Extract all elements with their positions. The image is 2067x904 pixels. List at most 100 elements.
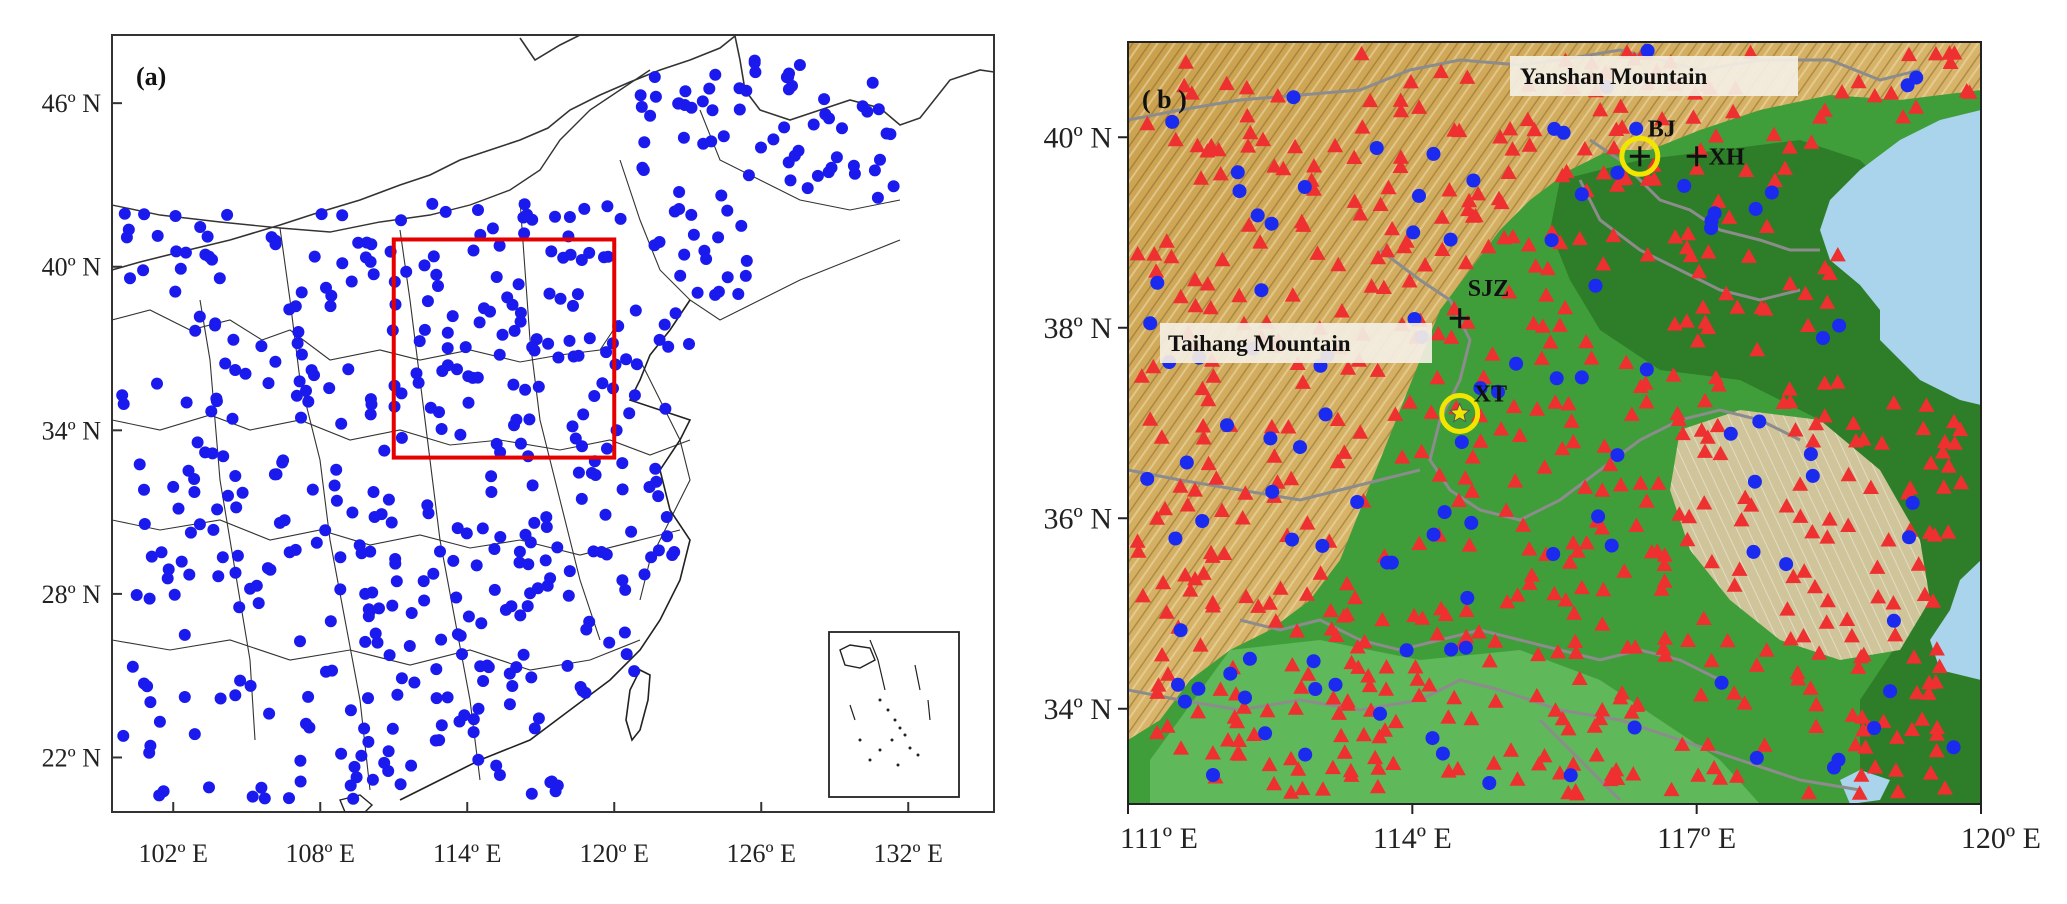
station-dot <box>485 470 498 483</box>
station-triangle <box>1255 131 1271 147</box>
station-triangle <box>1718 285 1735 301</box>
station-dot <box>390 575 403 588</box>
station-dot-b <box>1482 776 1497 790</box>
station-dot <box>157 785 170 798</box>
station-triangle <box>1380 179 1397 195</box>
station-triangle <box>1331 705 1347 720</box>
station-dot <box>576 440 588 453</box>
station-triangle <box>1821 265 1838 280</box>
station-dot <box>324 300 337 313</box>
station-triangle <box>1566 605 1583 620</box>
station-dot-b <box>1426 527 1441 542</box>
station-triangle <box>1953 474 1970 490</box>
station-dot <box>662 340 675 353</box>
station-triangle <box>1667 229 1684 244</box>
station-triangle <box>1560 396 1577 411</box>
station-dot-b <box>1747 474 1762 489</box>
station-dot <box>141 680 154 693</box>
station-triangle <box>1742 44 1759 60</box>
station-dot <box>666 549 679 561</box>
station-dot <box>501 291 514 304</box>
station-triangle <box>1782 631 1799 646</box>
station-triangle <box>1434 241 1451 256</box>
station-triangle <box>1374 611 1391 627</box>
station-triangle <box>1369 362 1386 377</box>
station-triangle <box>1946 413 1962 429</box>
station-triangle <box>1571 670 1588 685</box>
station-triangle <box>1457 470 1474 485</box>
station-triangle <box>1552 234 1569 250</box>
station-dot-b <box>1805 468 1820 483</box>
station-dot <box>807 118 820 131</box>
station-dot <box>585 467 598 479</box>
station-triangle <box>1922 765 1939 780</box>
station-dot <box>167 480 180 493</box>
station-dot <box>706 104 719 117</box>
station-dot <box>435 423 448 435</box>
station-triangle <box>1885 595 1902 610</box>
station-dot <box>201 230 214 243</box>
panel-b-y-tick: 36º N <box>1044 502 1112 535</box>
station-dot <box>572 349 585 362</box>
station-triangle <box>1693 687 1709 702</box>
station-dot <box>143 592 156 605</box>
station-triangle <box>1401 273 1418 288</box>
station-dot <box>302 690 315 703</box>
station-dot <box>330 494 343 507</box>
station-triangle <box>1679 531 1696 547</box>
station-dot-b <box>1206 768 1220 782</box>
station-dot <box>678 248 691 261</box>
station-triangle <box>1218 75 1235 91</box>
station-triangle <box>1192 637 1209 652</box>
station-triangle <box>1393 102 1409 118</box>
station-dot <box>348 760 361 773</box>
station-dot-b <box>1466 173 1481 188</box>
station-dot <box>508 419 520 432</box>
station-dot <box>430 692 443 705</box>
station-dot <box>450 591 463 604</box>
station-dot <box>180 396 193 409</box>
station-dot <box>649 462 662 475</box>
station-dot <box>554 292 567 305</box>
station-triangle <box>1573 579 1590 595</box>
station-triangle <box>1547 394 1564 409</box>
station-triangle <box>1202 299 1219 315</box>
station-triangle <box>1632 378 1649 393</box>
station-dot <box>430 268 443 281</box>
panel-b-sites: BJ XH SJZ XT <box>1439 116 1745 434</box>
station-triangle <box>1413 443 1430 459</box>
station-dot-b <box>1556 125 1571 140</box>
station-dot <box>366 773 379 786</box>
station-triangle <box>1246 726 1263 741</box>
station-dot <box>583 615 596 628</box>
station-dot-b <box>1293 440 1307 455</box>
station-dot <box>576 684 589 697</box>
station-triangle <box>1261 756 1278 772</box>
station-triangle <box>1569 786 1586 801</box>
station-triangle <box>1790 671 1807 686</box>
station-dot <box>382 493 395 506</box>
station-dot-b <box>1816 331 1830 345</box>
station-dot <box>172 502 185 515</box>
station-triangle <box>1756 737 1773 752</box>
station-dot <box>551 779 564 792</box>
station-triangle <box>1847 736 1864 752</box>
station-dot-b <box>1258 726 1273 741</box>
panel-b-stations <box>1129 43 1978 801</box>
taihang-label-bg <box>1160 323 1432 363</box>
station-triangle <box>1819 592 1836 608</box>
station-dot <box>430 663 443 676</box>
station-dot <box>513 556 526 569</box>
station-dot <box>408 676 421 689</box>
station-dot <box>386 722 399 735</box>
bohai-sea <box>1820 110 1981 405</box>
station-dot <box>595 546 608 558</box>
station-triangle <box>1398 233 1415 248</box>
station-dot <box>709 288 722 301</box>
station-triangle <box>1961 84 1978 99</box>
station-triangle <box>1710 193 1727 208</box>
station-dot <box>252 597 265 610</box>
station-dot <box>456 648 468 661</box>
station-dot <box>712 231 725 244</box>
station-triangle <box>1363 278 1380 293</box>
